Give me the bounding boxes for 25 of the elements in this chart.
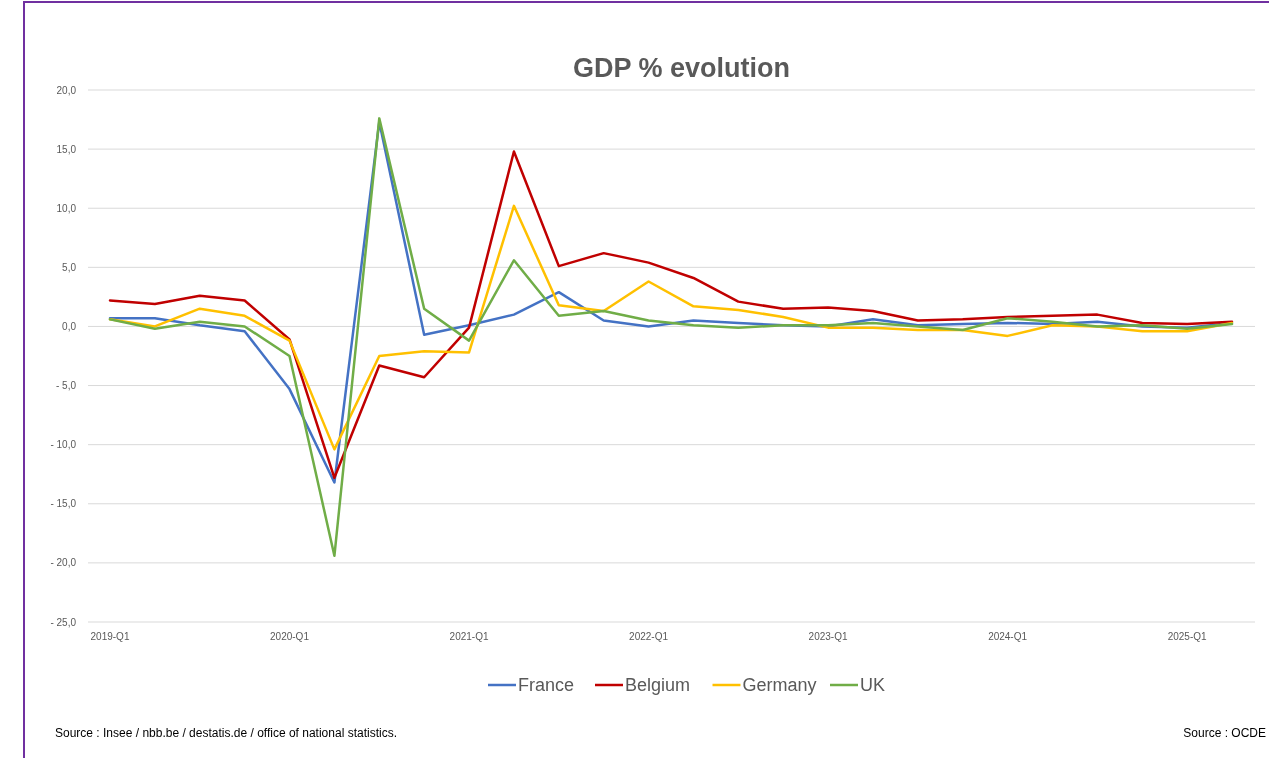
y-tick-label: - 25,0 xyxy=(50,616,77,628)
y-tick-label: - 15,0 xyxy=(50,498,77,510)
x-tick-label: 2022-Q1 xyxy=(629,631,669,642)
line-series xyxy=(108,117,1234,558)
source-note: Source : Insee / nbb.be / destatis.de / office of national statistics. xyxy=(55,726,397,740)
source-note: Source : OCDE xyxy=(1183,726,1266,740)
x-tick-label: 2024-Q1 xyxy=(988,631,1028,642)
y-tick-label: 20,0 xyxy=(56,84,77,96)
y-tick-label: 15,0 xyxy=(56,143,77,155)
y-tick-label: 5,0 xyxy=(62,261,77,273)
x-tick-label: 2021-Q1 xyxy=(449,631,489,642)
legend-label: UK xyxy=(860,675,886,696)
x-tick-label: 2020-Q1 xyxy=(270,631,310,642)
x-tick-label: 2019-Q1 xyxy=(90,631,130,642)
chart-title: GDP % evolution xyxy=(572,53,791,83)
y-tick-label: - 20,0 xyxy=(50,557,77,569)
x-tick-label: 2023-Q1 xyxy=(808,631,848,642)
legend-label: Germany xyxy=(742,675,817,696)
y-tick-label: - 10,0 xyxy=(50,439,77,451)
y-tick-label: 0,0 xyxy=(62,320,77,332)
legend-label: Belgium xyxy=(625,675,691,696)
y-tick-label: - 5,0 xyxy=(55,380,77,392)
legend-label: France xyxy=(518,675,575,696)
y-tick-label: 10,0 xyxy=(56,202,77,214)
x-tick-label: 2025-Q1 xyxy=(1167,631,1208,642)
